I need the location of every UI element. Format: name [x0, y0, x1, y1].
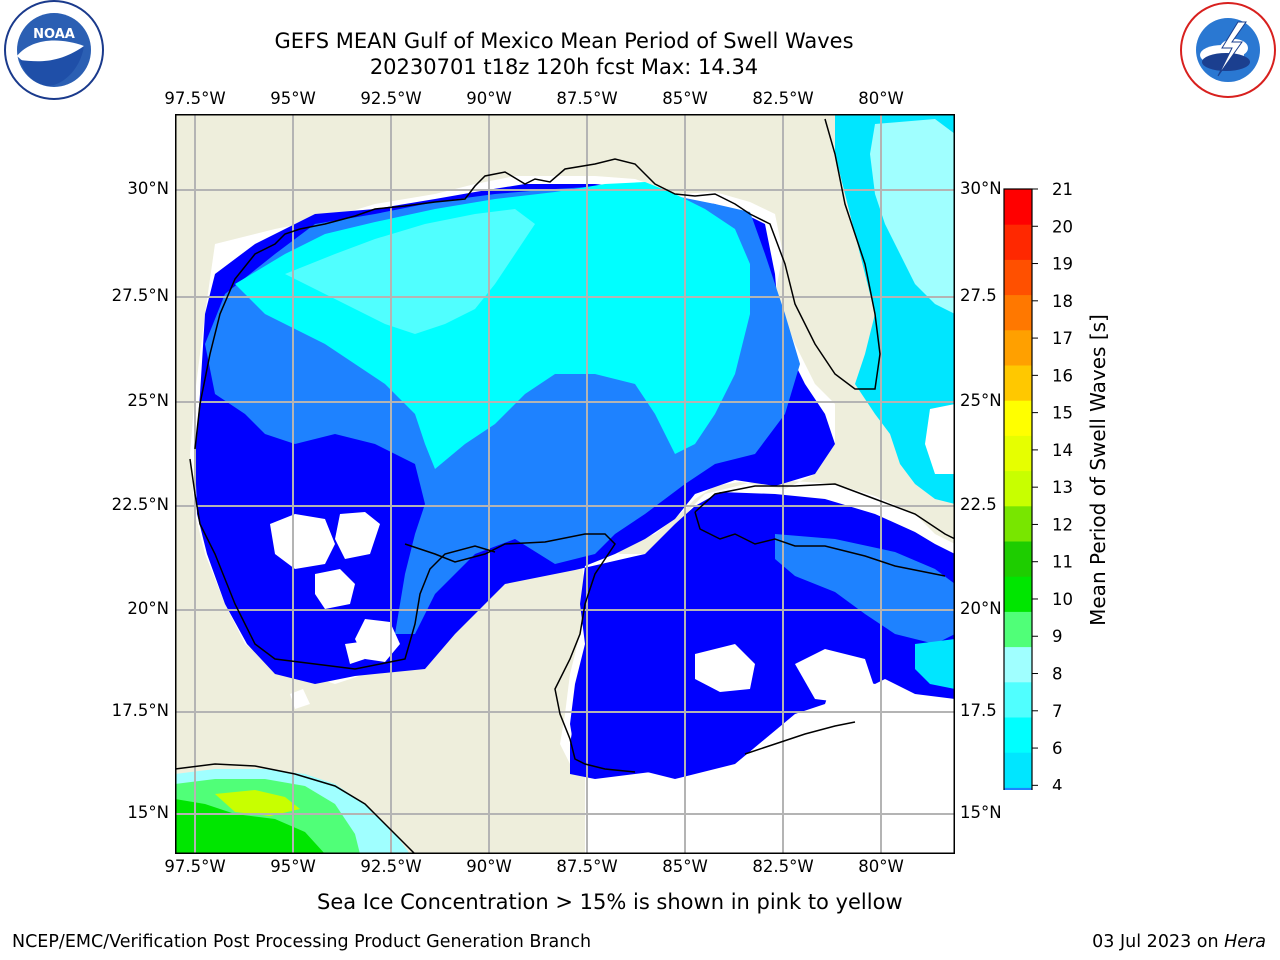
colorbar: 246789101112131415161718192021: [1003, 180, 1073, 790]
colorbar-tick-label: 8: [1052, 665, 1063, 684]
colorbar-segment: [1004, 611, 1032, 648]
colorbar-segment: [1004, 717, 1032, 753]
lat-label-right: 17.5: [960, 701, 997, 720]
lon-label-bottom: 85°W: [662, 857, 708, 876]
chart-subtitle: 20230701 t18z 120h fcst Max: 14.34: [369, 55, 759, 79]
lon-label-bottom: 95°W: [270, 857, 316, 876]
graticule: [175, 114, 955, 854]
lat-label-left: 17.5°N: [111, 701, 169, 720]
colorbar-tick-label: 10: [1052, 590, 1073, 609]
colorbar-tick-label: 7: [1052, 702, 1063, 721]
lon-label-top: 82.5°W: [752, 89, 814, 108]
colorbar-outline: [1003, 188, 1033, 790]
colorbar-tick-label: 6: [1052, 739, 1063, 758]
lat-label-right: 22.5: [960, 495, 997, 514]
footer-left: NCEP/EMC/Verification Post Processing Pr…: [12, 932, 592, 952]
colorbar-segment: [1004, 681, 1032, 718]
footer-machine: Hera: [1224, 932, 1266, 952]
atlantic-no-data: [925, 404, 955, 474]
footer-date: 03 Jul 2023 on: [1092, 932, 1225, 952]
colorbar-segment: [1004, 435, 1032, 472]
colorbar-tick-label: 14: [1052, 441, 1073, 460]
colorbar-tick-label: 18: [1052, 292, 1073, 311]
colorbar-segment: [1004, 259, 1032, 296]
lon-label-top: 92.5°W: [360, 89, 422, 108]
caribbean-swell-4-6s: [775, 534, 955, 644]
atlantic-swell-8-9s: [870, 119, 955, 314]
colorbar-tick-label: 16: [1052, 366, 1073, 385]
colorbar-segment: [1004, 752, 1032, 788]
lon-label-bottom: 90°W: [466, 857, 512, 876]
lat-label-left: 22.5°N: [111, 495, 169, 514]
colorbar-segment: [1004, 576, 1032, 612]
lat-label-left: 20°N: [127, 599, 169, 618]
colorbar-tick-label: 12: [1052, 515, 1073, 534]
lon-label-top: 80°W: [858, 89, 904, 108]
colorbar-tick-label: 15: [1052, 404, 1073, 423]
lat-label-left: 25°N: [127, 391, 169, 410]
colorbar-tick-label: 20: [1052, 217, 1073, 236]
colorbar-segment: [1004, 505, 1032, 542]
lat-label-right: 30°N: [960, 179, 1002, 198]
colorbar-segment: [1004, 787, 1032, 790]
colorbar-segment: [1004, 224, 1032, 260]
nws-logo: [1176, 0, 1280, 100]
colorbar-segment: [1004, 541, 1032, 577]
colorbar-tick-label: 11: [1052, 553, 1073, 572]
lon-label-bottom: 82.5°W: [752, 857, 814, 876]
colorbar-tick-label: 4: [1052, 776, 1063, 790]
lon-label-top: 97.5°W: [164, 89, 226, 108]
lon-label-bottom: 87.5°W: [556, 857, 618, 876]
colorbar-segment: [1004, 329, 1032, 366]
colorbar-segment: [1004, 400, 1032, 436]
lon-label-bottom: 80°W: [858, 857, 904, 876]
lon-label-top: 85°W: [662, 89, 708, 108]
colorbar-segment: [1004, 294, 1032, 331]
colorbar-label: Mean Period of Swell Waves [s]: [1086, 314, 1110, 626]
colorbar-segment: [1004, 189, 1032, 225]
lon-label-bottom: 92.5°W: [360, 857, 422, 876]
sea-ice-note: Sea Ice Concentration > 15% is shown in …: [317, 890, 903, 914]
colorbar-segment: [1004, 365, 1032, 401]
map-panel: [175, 114, 955, 854]
no-data-patches: [270, 512, 875, 709]
colorbar-tick-label: 19: [1052, 255, 1073, 274]
lon-label-top: 90°W: [466, 89, 512, 108]
lat-label-left: 15°N: [127, 803, 169, 822]
pacific-swell-10-11s: [175, 799, 325, 854]
lon-label-top: 87.5°W: [556, 89, 618, 108]
lat-label-left: 30°N: [127, 179, 169, 198]
swell-7-8s: [285, 209, 535, 334]
colorbar-tick-label: 13: [1052, 478, 1073, 497]
lon-label-bottom: 97.5°W: [164, 857, 226, 876]
colorbar-tick-label: 21: [1052, 180, 1073, 199]
lat-label-left: 27.5°N: [111, 286, 169, 305]
colorbar-segment: [1004, 470, 1032, 507]
lat-label-right: 27.5: [960, 286, 997, 305]
coastline: [175, 118, 955, 854]
lon-label-top: 95°W: [270, 89, 316, 108]
pacific-swell-13-14s: [215, 790, 300, 816]
lat-label-right: 20°N: [960, 599, 1002, 618]
noaa-logo-text: NOAA: [33, 27, 75, 42]
lat-label-right: 15°N: [960, 803, 1002, 822]
colorbar-tick-label: 17: [1052, 329, 1073, 348]
map-frame: [175, 114, 955, 854]
colorbar-tick-label: 9: [1052, 627, 1063, 646]
colorbar-segment: [1004, 646, 1032, 683]
footer-right: 03 Jul 2023 on Hera: [1092, 932, 1266, 952]
caribbean-swell-6-7s: [915, 639, 955, 689]
chart-title: GEFS MEAN Gulf of Mexico Mean Period of …: [274, 29, 854, 53]
noaa-logo: NOAA: [0, 0, 108, 100]
lat-label-right: 25°N: [960, 391, 1002, 410]
